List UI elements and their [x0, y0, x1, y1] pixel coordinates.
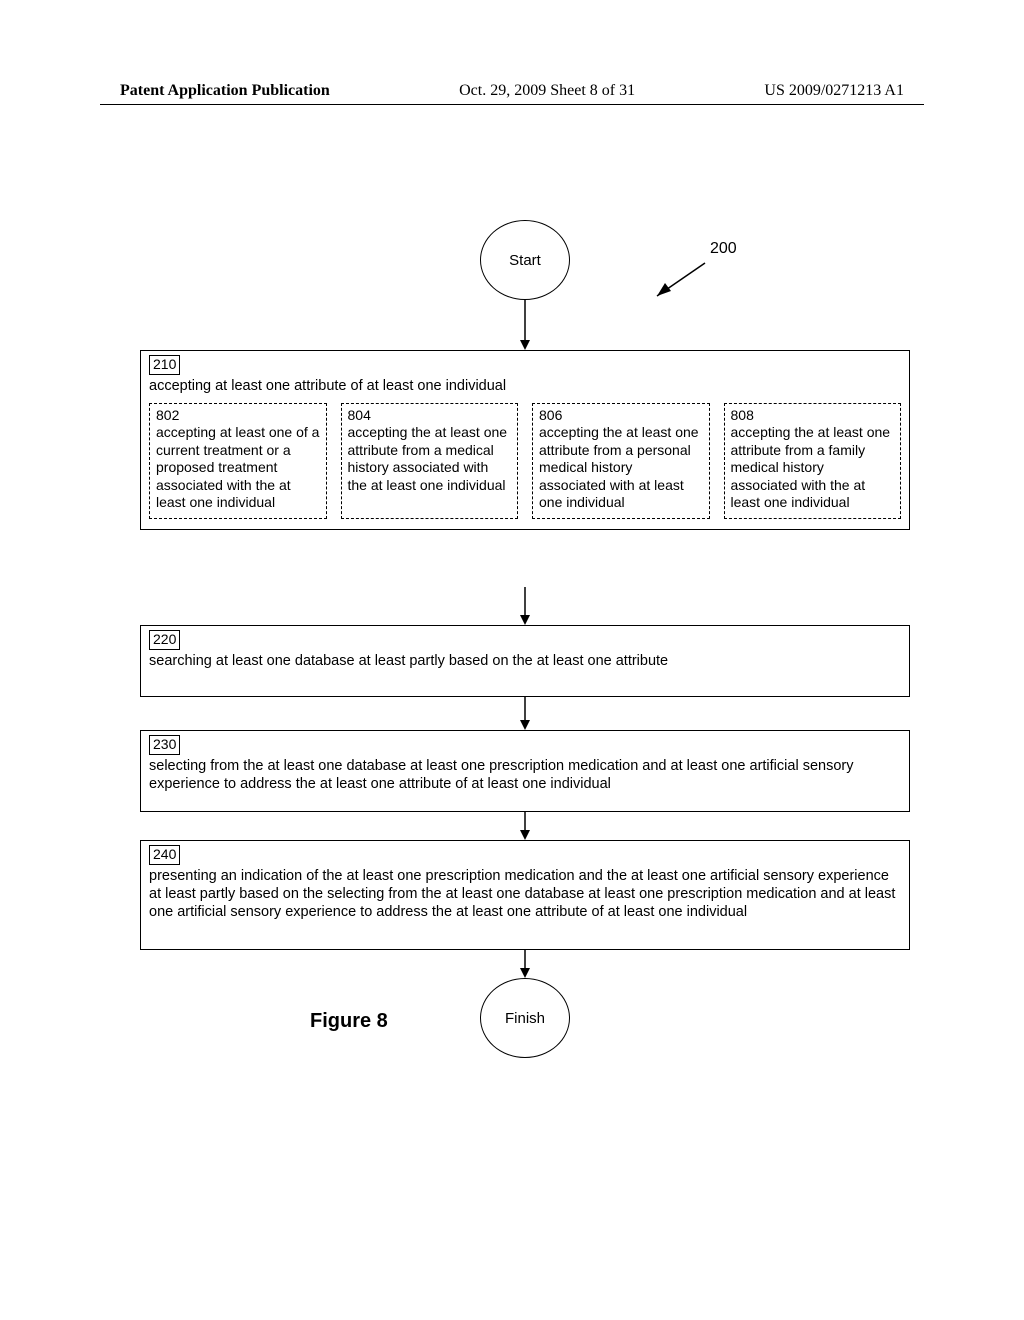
sub-806-text: accepting the at least one attribute fro…: [539, 424, 699, 510]
arrow-start-210: [515, 300, 535, 350]
step-230: 230 selecting from the at least one data…: [140, 730, 910, 812]
sub-802-num: 802: [156, 407, 179, 423]
arrow-240-finish: [515, 950, 535, 978]
start-node: Start: [480, 220, 570, 300]
step-220-text: searching at least one database at least…: [149, 653, 668, 669]
ref-200-label: 200: [710, 240, 737, 258]
step-240-text: presenting an indication of the at least…: [149, 868, 895, 920]
step-210-text: accepting at least one attribute of at l…: [149, 378, 506, 394]
finish-node-wrap: Finish: [480, 978, 570, 1058]
header-rule: [100, 104, 924, 105]
sub-804-text: accepting the at least one attribute fro…: [348, 424, 508, 493]
ref-200-arrow: [645, 258, 710, 303]
step-230-num: 230: [149, 735, 180, 755]
sub-802: 802 accepting at least one of a current …: [149, 403, 327, 519]
start-label: Start: [509, 252, 541, 269]
page-header: Patent Application Publication Oct. 29, …: [120, 82, 904, 100]
sub-808-text: accepting the at least one attribute fro…: [731, 424, 891, 510]
step-220: 220 searching at least one database at l…: [140, 625, 910, 697]
sub-806-num: 806: [539, 407, 562, 423]
finish-label: Finish: [505, 1010, 545, 1027]
header-left: Patent Application Publication: [120, 82, 330, 100]
header-mid: Oct. 29, 2009 Sheet 8 of 31: [459, 82, 635, 100]
page: Patent Application Publication Oct. 29, …: [0, 0, 1024, 1320]
step-210: 210 accepting at least one attribute of …: [140, 350, 910, 530]
sub-804-num: 804: [348, 407, 371, 423]
header-right: US 2009/0271213 A1: [764, 82, 904, 100]
arrow-210-220: [515, 587, 535, 625]
step-210-num: 210: [149, 355, 180, 375]
step-220-num: 220: [149, 630, 180, 650]
sub-804: 804 accepting the at least one attribute…: [341, 403, 519, 519]
arrow-230-240: [515, 812, 535, 840]
step-210-subs: 802 accepting at least one of a current …: [149, 403, 901, 519]
sub-808-num: 808: [731, 407, 754, 423]
arrow-220-230: [515, 697, 535, 730]
step-240: 240 presenting an indication of the at l…: [140, 840, 910, 950]
start-node-wrap: Start: [480, 220, 570, 300]
step-230-text: selecting from the at least one database…: [149, 758, 853, 792]
sub-802-text: accepting at least one of a current trea…: [156, 424, 319, 510]
figure-label: Figure 8: [310, 1010, 388, 1033]
sub-806: 806 accepting the at least one attribute…: [532, 403, 710, 519]
sub-808: 808 accepting the at least one attribute…: [724, 403, 902, 519]
finish-node: Finish: [480, 978, 570, 1058]
step-240-num: 240: [149, 845, 180, 865]
